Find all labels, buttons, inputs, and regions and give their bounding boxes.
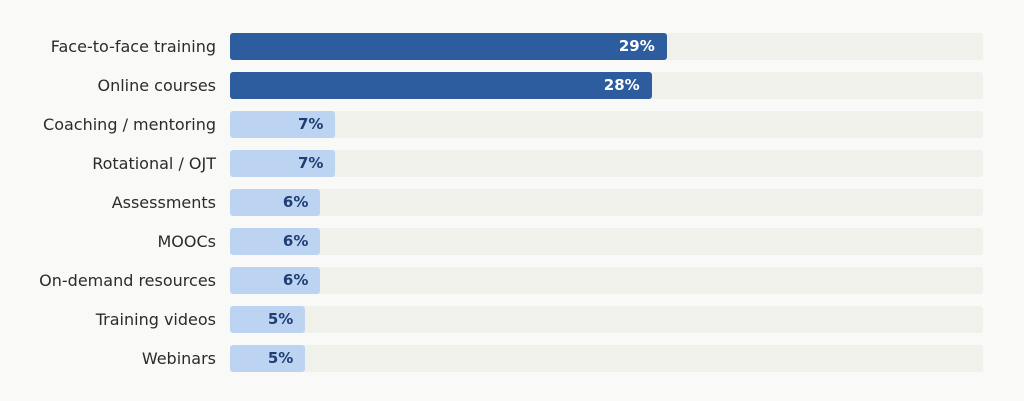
category-label: On-demand resources [39,271,216,290]
bar-track: 7% [230,111,983,138]
category-label: Online courses [97,76,216,95]
value-label: 6% [282,232,309,250]
bar-track: 5% [230,345,983,372]
value-label: 5% [267,349,294,367]
bar: 6% [230,189,321,216]
bar-track: 6% [230,267,983,294]
category-label: Webinars [141,349,216,368]
value-label: 7% [297,115,324,133]
value-label: 7% [297,154,324,172]
bar-track: 6% [230,228,983,255]
bar: 6% [230,228,321,255]
bar-track: 28% [230,72,983,99]
bar: 5% [230,345,306,372]
bar-track: 29% [230,33,983,60]
bar-track: 7% [230,150,983,177]
category-label: Face-to-face training [50,37,216,56]
category-label: MOOCs [157,232,217,251]
value-label: 6% [282,271,309,289]
category-label: Coaching / mentoring [43,115,216,134]
bar: 7% [230,150,336,177]
bar: 28% [230,72,652,99]
value-label: 29% [618,37,655,55]
bar: 6% [230,267,321,294]
bar: 7% [230,111,336,138]
bar: 29% [230,33,667,60]
value-label: 5% [267,310,294,328]
category-label: Training videos [95,310,216,329]
value-label: 6% [282,193,309,211]
bar-track: 6% [230,189,983,216]
category-label: Rotational / OJT [92,154,216,173]
bar-track: 5% [230,306,983,333]
value-label: 28% [603,76,640,94]
bar: 5% [230,306,306,333]
category-label: Assessments [111,193,216,212]
